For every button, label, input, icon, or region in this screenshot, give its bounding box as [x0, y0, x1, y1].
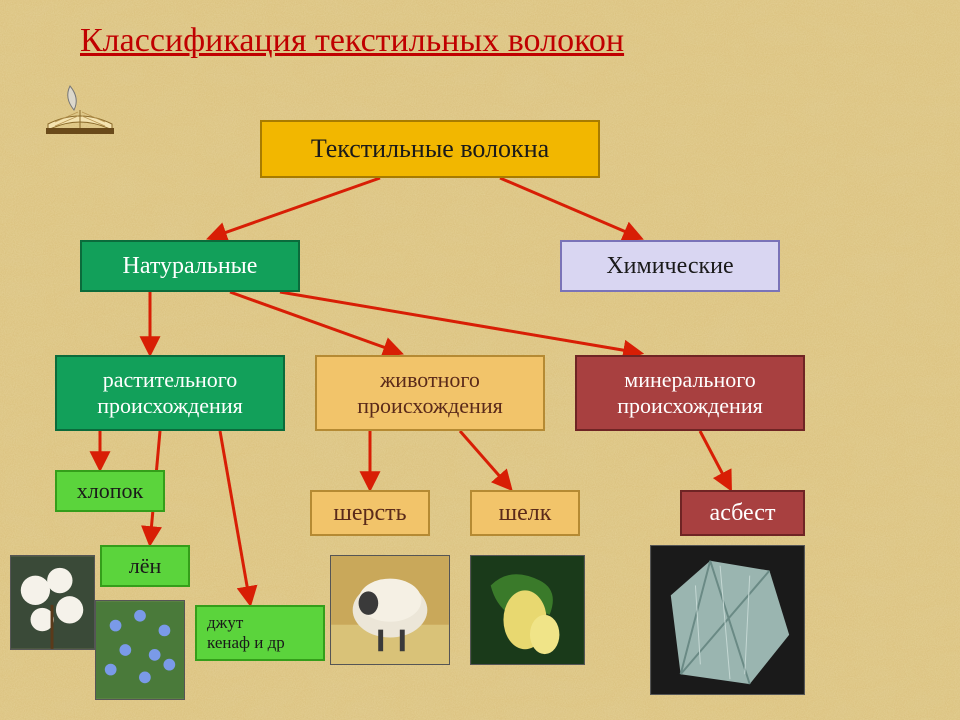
node-label: шерсть: [333, 500, 406, 527]
silkworm-image: [470, 555, 585, 665]
sheep-image: [330, 555, 450, 665]
flax-flowers-image: [95, 600, 185, 700]
book-quill-icon: [40, 80, 120, 140]
node-label: Химические: [606, 253, 733, 280]
node-label: хлопок: [77, 478, 143, 504]
node-wool: шерсть: [310, 490, 430, 536]
node-label-line1: растительного: [103, 367, 238, 393]
node-flax: лён: [100, 545, 190, 587]
node-chemical: Химические: [560, 240, 780, 292]
node-label-line1: джут: [207, 613, 243, 633]
node-textile-fibers: Текстильные волокна: [260, 120, 600, 178]
node-label-line1: животного: [380, 367, 480, 393]
node-natural: Натуральные: [80, 240, 300, 292]
node-label-line1: минерального: [624, 367, 755, 393]
node-cotton: хлопок: [55, 470, 165, 512]
cotton-plant-image: [10, 555, 95, 650]
node-label-line2: происхождения: [357, 393, 502, 419]
node-asbestos: асбест: [680, 490, 805, 536]
node-label-line2: происхождения: [97, 393, 242, 419]
node-label-line2: происхождения: [617, 393, 762, 419]
slide-title: Классификация текстильных волокон: [80, 22, 624, 60]
node-label: шелк: [499, 500, 552, 527]
asbestos-mineral-image: [650, 545, 805, 695]
node-label: асбест: [710, 500, 776, 527]
node-label: лён: [129, 553, 162, 579]
node-silk: шелк: [470, 490, 580, 536]
node-label: Натуральные: [123, 253, 258, 280]
node-animal-origin: животного происхождения: [315, 355, 545, 431]
node-label: Текстильные волокна: [311, 134, 549, 164]
node-mineral-origin: минерального происхождения: [575, 355, 805, 431]
node-jute: джут кенаф и др: [195, 605, 325, 661]
node-plant-origin: растительного происхождения: [55, 355, 285, 431]
node-label-line2: кенаф и др: [207, 633, 285, 653]
